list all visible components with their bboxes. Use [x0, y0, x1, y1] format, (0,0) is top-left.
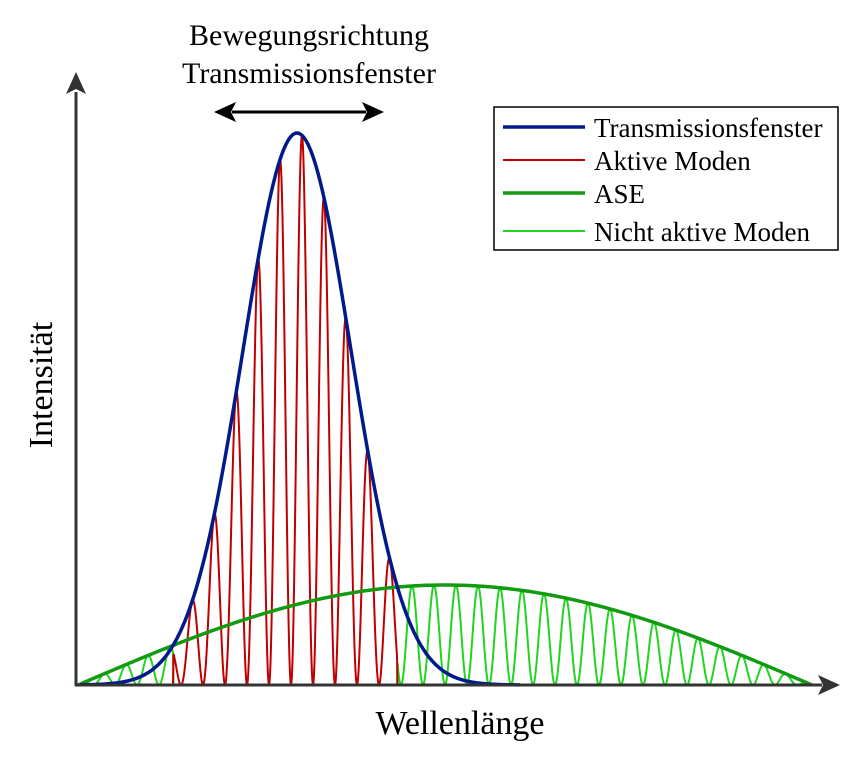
y-axis-label: Intensität — [23, 321, 60, 448]
inactive-modes-line — [78, 585, 812, 685]
active-modes — [80, 135, 520, 685]
y-axis — [66, 72, 86, 686]
legend-item-active-modes: Aktive Moden — [503, 146, 751, 176]
title-line-1: Bewegungsrichtung — [189, 19, 429, 52]
legend-box — [493, 106, 839, 251]
x-axis-arrow — [818, 675, 840, 695]
legend-item-ase: ASE — [503, 179, 645, 209]
transmission-window-curve — [80, 131, 520, 687]
legend-label: Transmissionsfenster — [594, 113, 823, 143]
x-axis-label: Wellenlänge — [375, 705, 544, 742]
ase-curve — [77, 583, 813, 687]
legend-item-transmission-window: Transmissionsfenster — [503, 113, 823, 143]
legend-label: ASE — [594, 179, 645, 209]
legend-label: Aktive Moden — [594, 146, 751, 176]
x-axis — [75, 675, 840, 695]
inactive-modes — [78, 585, 812, 685]
y-axis-arrow — [66, 72, 86, 94]
movement-direction-arrow — [214, 102, 384, 122]
legend-item-inactive-modes: Nicht aktive Moden — [503, 217, 810, 247]
title-line-2: Transmissionsfenster — [182, 57, 436, 90]
legend: Transmissionsfenster Aktive Moden ASE Ni… — [493, 106, 839, 251]
active-modes-line — [80, 135, 520, 685]
legend-label: Nicht aktive Moden — [594, 217, 810, 247]
